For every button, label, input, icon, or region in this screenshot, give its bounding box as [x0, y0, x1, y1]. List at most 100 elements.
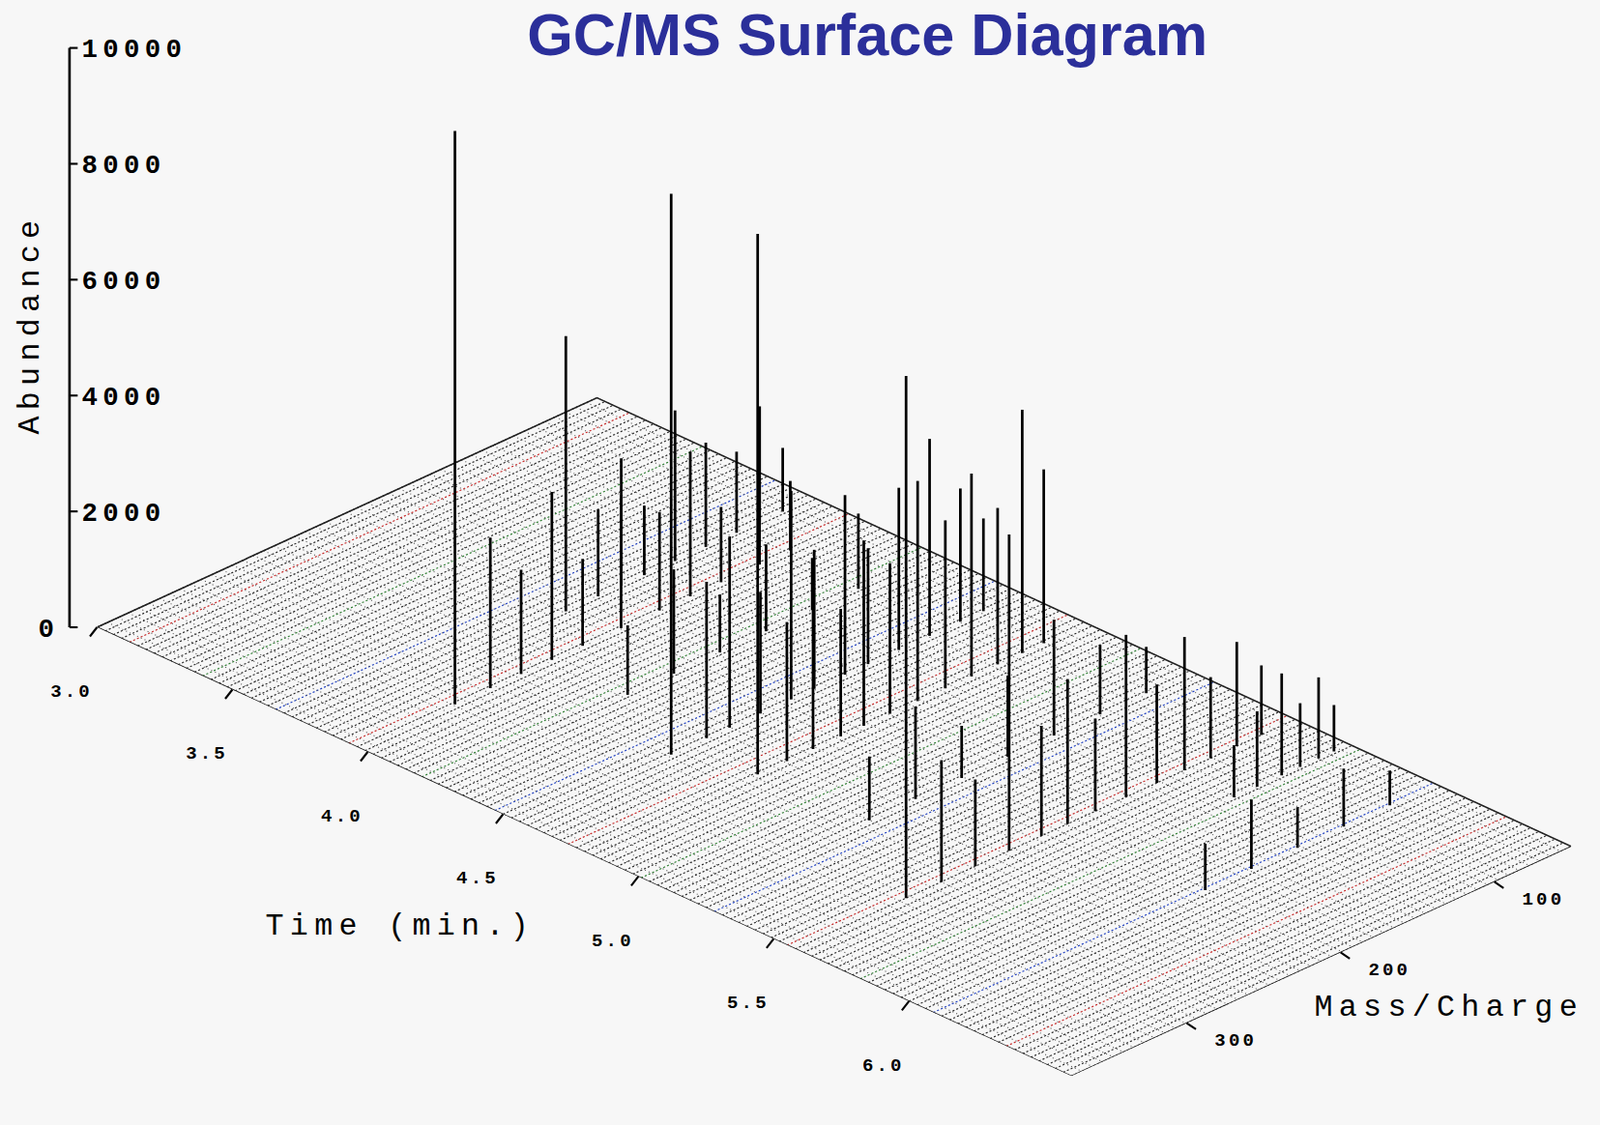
- mesh-line: [440, 469, 1416, 919]
- mesh-line: [210, 450, 711, 680]
- spike: [1094, 718, 1098, 812]
- spike: [1341, 768, 1345, 827]
- mesh-line: [211, 575, 1187, 1024]
- spike: [704, 581, 708, 739]
- mesh-line: [673, 663, 1174, 893]
- spike: [1296, 807, 1300, 848]
- spike: [1280, 673, 1283, 776]
- spike: [1144, 646, 1148, 694]
- spike: [867, 548, 871, 665]
- spike: [1052, 619, 1056, 736]
- tick: [69, 47, 78, 50]
- mesh-line: [461, 460, 1436, 909]
- spike: [1020, 409, 1024, 654]
- mesh-line: [263, 551, 1239, 1000]
- mesh-line: [600, 629, 1101, 859]
- spike: [1209, 677, 1213, 759]
- mesh-line: [770, 708, 1271, 938]
- mesh-line: [347, 512, 1322, 961]
- domain: [68, 48, 72, 628]
- tick-label: 4.0: [320, 806, 364, 828]
- mesh-line: [378, 497, 1353, 947]
- tick-label: 3.5: [185, 743, 229, 765]
- spike: [789, 491, 793, 700]
- mesh-line: [253, 555, 1228, 1005]
- spike: [672, 569, 676, 674]
- spike: [973, 779, 977, 867]
- spike: [642, 505, 646, 576]
- tick: [360, 752, 368, 761]
- spike: [1040, 726, 1044, 837]
- spike: [843, 494, 847, 675]
- spike: [719, 507, 723, 583]
- tick-label: 5.5: [727, 992, 770, 1015]
- mesh-line: [128, 612, 1104, 1062]
- spike: [1255, 711, 1259, 787]
- mesh-line: [586, 403, 1562, 852]
- tick-label: 6.0: [862, 1055, 905, 1077]
- spike: [868, 756, 872, 821]
- spike: [1099, 644, 1103, 715]
- spike: [969, 473, 973, 677]
- tick-label: 10000: [82, 34, 188, 65]
- spike: [550, 492, 553, 661]
- tick: [901, 1001, 909, 1011]
- title: GC/MS Surface Diagram: [526, 1, 1208, 68]
- mesh-line: [884, 760, 1385, 990]
- spike: [1317, 677, 1321, 759]
- spike: [764, 544, 768, 632]
- mesh-line: [107, 622, 1082, 1072]
- spike: [1007, 534, 1011, 851]
- spike: [1124, 635, 1128, 798]
- mesh-line: [502, 584, 1003, 815]
- mesh-line: [482, 450, 1457, 900]
- spikes: [455, 130, 1391, 899]
- tick: [1494, 881, 1504, 888]
- mesh-line: [503, 440, 1479, 890]
- mesh-line: [755, 700, 1255, 931]
- mesh-line: [513, 436, 1488, 885]
- mesh-line: [259, 472, 759, 702]
- mesh-line: [554, 416, 1530, 866]
- spike: [1388, 770, 1392, 806]
- mesh-line: [201, 580, 1176, 1029]
- tick: [766, 938, 774, 948]
- spike: [996, 508, 1000, 666]
- spike: [1203, 843, 1207, 891]
- mesh-line: [430, 474, 1405, 924]
- mesh-line: [409, 484, 1385, 933]
- spike: [904, 376, 908, 899]
- tick: [69, 510, 78, 513]
- tick: [69, 626, 78, 629]
- spike: [1259, 665, 1263, 735]
- spike: [959, 488, 962, 622]
- spike: [939, 760, 943, 883]
- mesh-line: [194, 442, 695, 672]
- mesh-line: [851, 745, 1352, 975]
- mesh-line: [222, 570, 1197, 1019]
- mesh-line: [545, 421, 1520, 871]
- spike: [1042, 469, 1046, 644]
- mesh-line: [159, 598, 1135, 1048]
- z-axis: 0200040006000800010000: [38, 34, 188, 644]
- mesh-line: [1063, 843, 1564, 1073]
- tick: [631, 876, 639, 886]
- spike: [897, 488, 901, 651]
- spike: [626, 625, 630, 696]
- mesh-line: [722, 686, 1222, 916]
- spike: [1155, 684, 1159, 784]
- spike: [619, 494, 623, 629]
- chart: 02000400060008000100003.03.54.04.55.05.5…: [0, 0, 1600, 1125]
- mesh-line: [291, 487, 792, 717]
- spike: [1298, 703, 1302, 768]
- mesh-line: [543, 603, 1044, 833]
- spike: [857, 513, 861, 589]
- tick-label: 4.5: [456, 868, 499, 890]
- tick: [89, 627, 97, 637]
- mesh-line: [811, 727, 1311, 957]
- mesh-line: [941, 786, 1442, 1017]
- mesh-line: [592, 626, 1093, 856]
- surface-mesh: [96, 398, 1571, 1077]
- spike: [489, 537, 493, 689]
- spike: [960, 726, 963, 779]
